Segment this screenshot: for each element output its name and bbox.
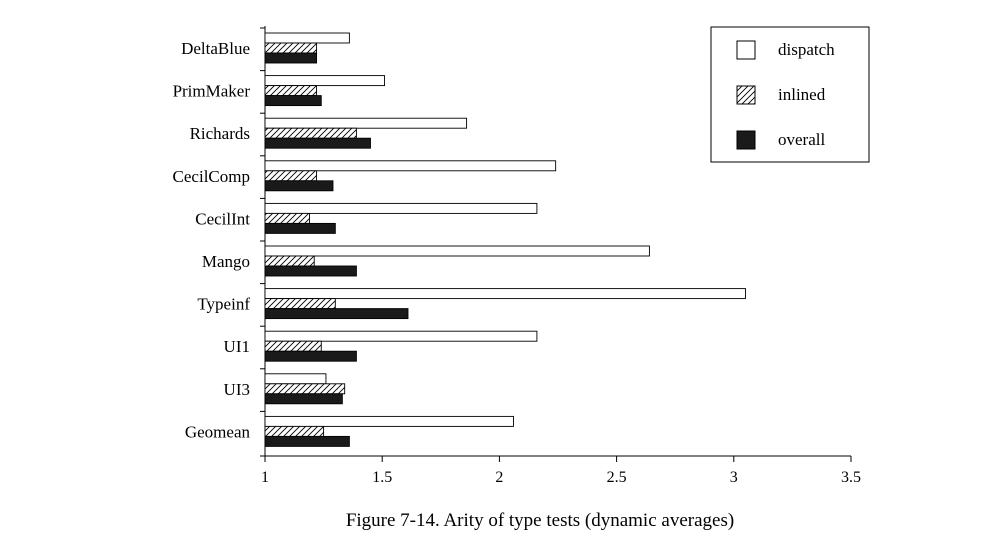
- category-label: Geomean: [185, 422, 251, 441]
- bar-dispatch: [264, 75, 385, 87]
- bar-overall: [264, 95, 322, 107]
- x-tick-label: 3: [730, 469, 738, 486]
- legend-label-dispatch: dispatch: [778, 40, 835, 59]
- category-label: CecilInt: [195, 209, 250, 228]
- legend-swatch-inlined: [736, 85, 756, 105]
- legend-label-inlined: inlined: [778, 85, 826, 104]
- legend-swatch-overall: [736, 130, 756, 150]
- category-label: Typeinf: [197, 295, 250, 314]
- bar-overall: [264, 52, 318, 64]
- bar-inlined: [264, 170, 318, 182]
- bar-dispatch: [264, 202, 538, 214]
- x-tick-label: 1.5: [372, 469, 392, 486]
- bar-inlined: [264, 212, 310, 224]
- category-label: DeltaBlue: [181, 39, 250, 58]
- bar-overall: [264, 435, 350, 447]
- legend: dispatch inlined overall: [710, 26, 870, 163]
- bar-overall: [264, 265, 357, 277]
- category-label: UI3: [224, 380, 250, 399]
- bar-overall: [264, 180, 334, 192]
- category-label: Mango: [202, 252, 250, 271]
- bar-overall: [264, 350, 357, 362]
- x-tick-label: 3.5: [841, 469, 861, 486]
- legend-label-overall: overall: [778, 130, 825, 149]
- bar-inlined: [264, 425, 325, 437]
- bar-inlined: [264, 255, 315, 267]
- bar-dispatch: [264, 288, 746, 300]
- bar-dispatch: [264, 330, 538, 342]
- category-label: PrimMaker: [173, 82, 251, 101]
- bar-dispatch: [264, 32, 350, 44]
- bar-overall: [264, 308, 409, 320]
- bar-inlined: [264, 127, 357, 139]
- bar-overall: [264, 393, 343, 405]
- x-tick-label: 2: [495, 469, 503, 486]
- bar-inlined: [264, 298, 336, 310]
- category-label: UI1: [224, 337, 250, 356]
- bar-inlined: [264, 42, 318, 54]
- bar-dispatch: [264, 160, 557, 172]
- category-label: Richards: [190, 124, 250, 143]
- x-tick-label: 1: [261, 469, 269, 486]
- bar-dispatch: [264, 117, 468, 129]
- bar-overall: [264, 222, 336, 234]
- bar-inlined: [264, 340, 322, 352]
- bar-dispatch: [264, 373, 327, 385]
- x-tick-label: 2.5: [607, 469, 627, 486]
- bar-inlined: [264, 85, 318, 97]
- bar-overall: [264, 137, 371, 149]
- bar-dispatch: [264, 245, 650, 257]
- plot-area: DeltaBlue PrimMaker Richards CecilComp Cecil…: [173, 26, 861, 486]
- legend-swatch-dispatch: [736, 40, 756, 60]
- bar-inlined: [264, 383, 346, 395]
- figure-caption: Figure 7-14. Arity of type tests (dynami…: [346, 510, 734, 531]
- category-label: CecilComp: [173, 167, 250, 186]
- bar-dispatch: [264, 415, 514, 427]
